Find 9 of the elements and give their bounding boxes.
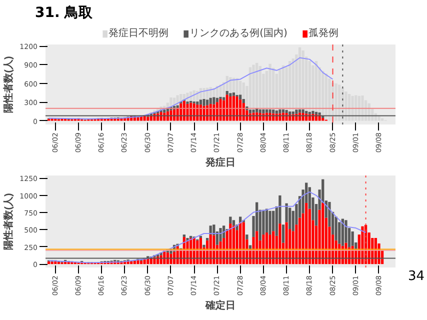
y-axis-title: 陽性者数(人) <box>2 56 15 113</box>
chart-title: 31. 鳥取 <box>35 5 93 21</box>
y-axis-title: 陽性者数(人) <box>2 193 15 250</box>
text: 34 <box>408 268 425 286</box>
legend-label: 孤発例 <box>308 27 338 40</box>
legend-label: リンクのある例(国内) <box>190 26 288 40</box>
x-axis-title: 発症日 <box>204 156 236 169</box>
legend-label: 発症日不明例 <box>108 26 169 40</box>
x-axis-title: 確定日 <box>204 300 236 312</box>
